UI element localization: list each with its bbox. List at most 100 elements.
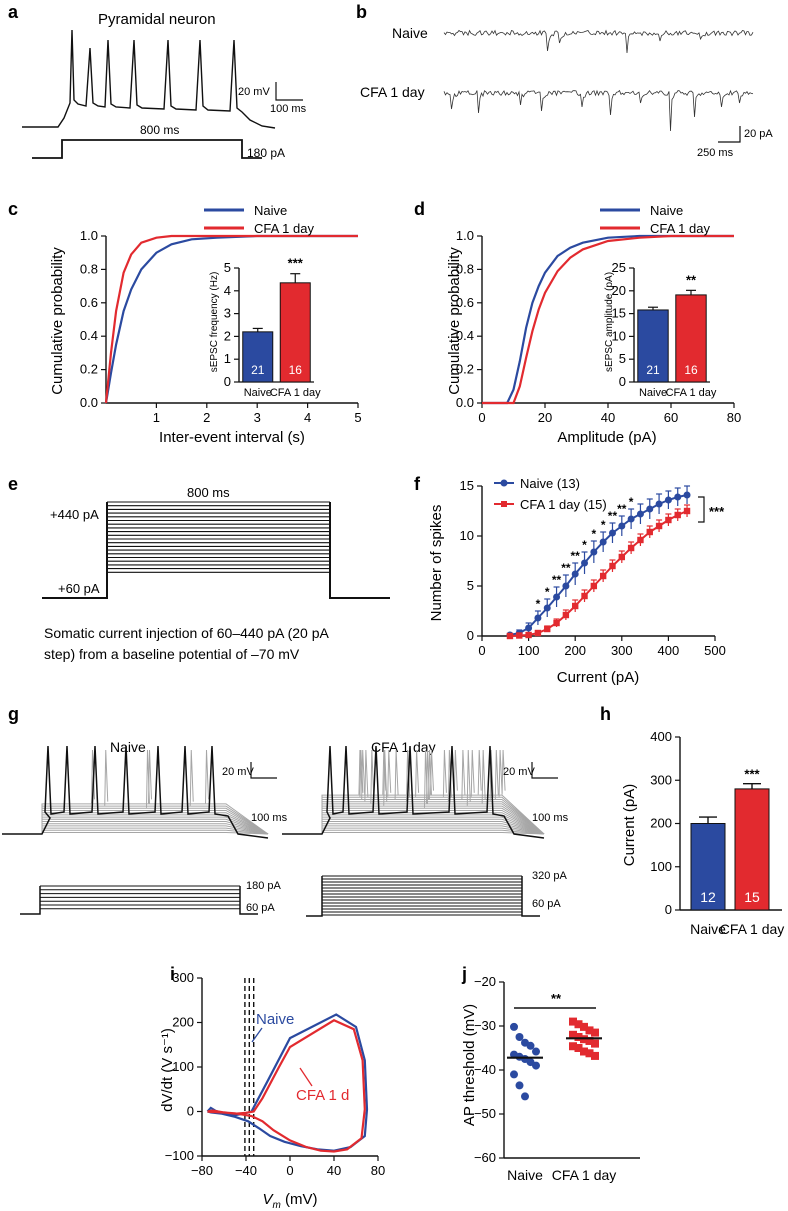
- panel-i-xtick-label: −80: [191, 1163, 213, 1178]
- panel-j-ytick-label: −50: [474, 1106, 496, 1121]
- panel-j-ytick-label: −20: [474, 974, 496, 989]
- panel-j-point: [591, 1051, 599, 1060]
- panel-g-cfa-gray-spike: [477, 749, 482, 795]
- panel-d-inset-ytick-label: 25: [612, 260, 626, 275]
- panel-c-ytick-label: 0.6: [80, 295, 98, 310]
- panel-f-point: [599, 572, 607, 580]
- panel-j-point: [510, 1022, 518, 1031]
- panel-c-ylabel: Cumulative probability: [49, 247, 66, 395]
- panel-c-ytick-label: 0.4: [80, 328, 98, 343]
- panel-g-naive-gray-trace: [2, 816, 269, 835]
- panel-d-ytick-label: 0.4: [456, 328, 474, 343]
- panel-j-point: [510, 1070, 518, 1079]
- panel-h-ytick-label: 100: [650, 859, 672, 874]
- panel-d-ytick-label: 0.0: [456, 395, 474, 410]
- panel-g-cfa-gray-trace: [282, 794, 545, 835]
- panel-b-scale-pa: 20 pA: [744, 128, 773, 140]
- panel-g-cfa-gray-spike: [358, 749, 363, 795]
- panel-g-cfa-gray-spike: [453, 749, 458, 795]
- panel-d-xtick-label: 0: [478, 410, 485, 425]
- panel-f-xtick-label: 100: [518, 643, 540, 658]
- panel-c-ytick-label: 0.8: [80, 261, 98, 276]
- panel-f-point: [562, 611, 570, 619]
- panel-g-cfa-gray-spike: [481, 749, 486, 804]
- panel-g-naive-gray-spike: [205, 749, 209, 804]
- panel-c-xtick-label: 1: [153, 410, 160, 425]
- panel-g-cfa-gray-trace: [282, 821, 545, 835]
- panel-i-arrow-naive: [251, 1027, 263, 1043]
- panel-g-cfa-gray-trace: [282, 799, 545, 835]
- cfa-trace: [443, 89, 754, 132]
- panel-f-point: [683, 491, 691, 499]
- panel-i-xlabel-sub: m: [273, 1200, 281, 1211]
- panel-c-letter: c: [8, 199, 18, 219]
- panel-a-scalebar: [275, 82, 303, 101]
- panel-i-xtick-label: 80: [371, 1163, 385, 1178]
- panel-d-inset-category-label: CFA 1 day: [666, 387, 717, 399]
- panel-f-point: [664, 496, 672, 504]
- panel-g-cfa-gray-spike: [470, 749, 475, 797]
- panel-e-baseline-left: [42, 502, 108, 599]
- panel-f-point: [627, 515, 635, 523]
- panel-c-inset-ylabel: sEPSC frequency (Hz): [209, 272, 220, 373]
- panel-d-xtick-label: 40: [601, 410, 615, 425]
- panel-j-point: [580, 1047, 588, 1056]
- panel-c-ytick-label: 1.0: [80, 228, 98, 243]
- panel-g-naive-black-trace: [2, 745, 269, 839]
- panel-g-cfa-gray-spike: [387, 749, 392, 797]
- panel-c-inset-ytick-label: 5: [224, 260, 231, 275]
- panel-f-point-mark: *: [545, 585, 550, 599]
- panel-h-letter: h: [600, 704, 611, 724]
- panel-j-point: [574, 1033, 583, 1041]
- panel-f-point: [599, 538, 607, 546]
- panel-f-xtick-label: 500: [704, 643, 726, 658]
- panel-j-point: [591, 1039, 599, 1048]
- panel-i-xtick-label: 40: [327, 1163, 341, 1178]
- panel-g-cfa-gray-spike: [382, 749, 387, 795]
- panel-d-ytick-label: 1.0: [456, 228, 474, 243]
- panel-f-point: [646, 505, 654, 513]
- panel-h-significance: ***: [744, 767, 760, 782]
- panel-c-xtick-label: 4: [304, 410, 311, 425]
- panel-f-bracket: [698, 496, 705, 523]
- panel-f-point-mark: *: [536, 597, 541, 611]
- panel-c-inset-n-label: 16: [289, 363, 303, 377]
- panel-b-letter: b: [356, 2, 367, 22]
- panel-c-inset-ytick-label: 1: [224, 351, 231, 366]
- panel-g-naive-gray-spike: [104, 749, 109, 806]
- panel-g-naive-gray-trace: [2, 821, 269, 835]
- panel-e-duration: 800 ms: [187, 485, 230, 500]
- panel-c-inset-ytick-label: 4: [224, 283, 231, 298]
- panel-d-inset-ytick-label: 0: [619, 374, 626, 389]
- panel-g-naive-step-edge: [239, 886, 258, 915]
- panel-g-cfa-step-edge: [306, 876, 323, 917]
- panel-c-series-cfa: [104, 234, 358, 404]
- panel-g-cfa-gray-spike: [494, 749, 499, 800]
- panel-c-inset-ytick-label: 2: [224, 328, 231, 343]
- panel-i-ylabel: dV/dt (V s⁻¹): [159, 1028, 176, 1112]
- panel-f-point-mark: *: [592, 527, 597, 541]
- panel-d-series-cfa: [482, 234, 734, 405]
- panel-d-xtick-label: 60: [664, 410, 678, 425]
- panel-b-scale-ms: 250 ms: [697, 147, 734, 159]
- panel-f-series-line: [509, 494, 688, 636]
- panel-j-category-label: CFA 1 day: [552, 1167, 617, 1183]
- panel-g-cfa-gray-trace: [282, 803, 545, 835]
- panel-f-point: [590, 582, 598, 590]
- panel-j-point: [574, 1020, 583, 1029]
- panel-c-series-naive: [104, 234, 358, 404]
- panel-d-inset-bar: [637, 309, 669, 383]
- panel-i-series-naive: [206, 1013, 369, 1152]
- panel-g-naive-step-edge: [20, 886, 41, 915]
- panel-f-point: [590, 548, 598, 556]
- panel-c-ytick-label: 0.2: [80, 362, 98, 377]
- panel-g-naive-gray-spike: [148, 749, 152, 804]
- panel-g-cfa-scale-ms: 100 ms: [532, 812, 569, 824]
- panel-f-point: [506, 632, 514, 640]
- panel-f-point: [581, 559, 589, 567]
- panel-d-inset-significance: **: [686, 272, 697, 287]
